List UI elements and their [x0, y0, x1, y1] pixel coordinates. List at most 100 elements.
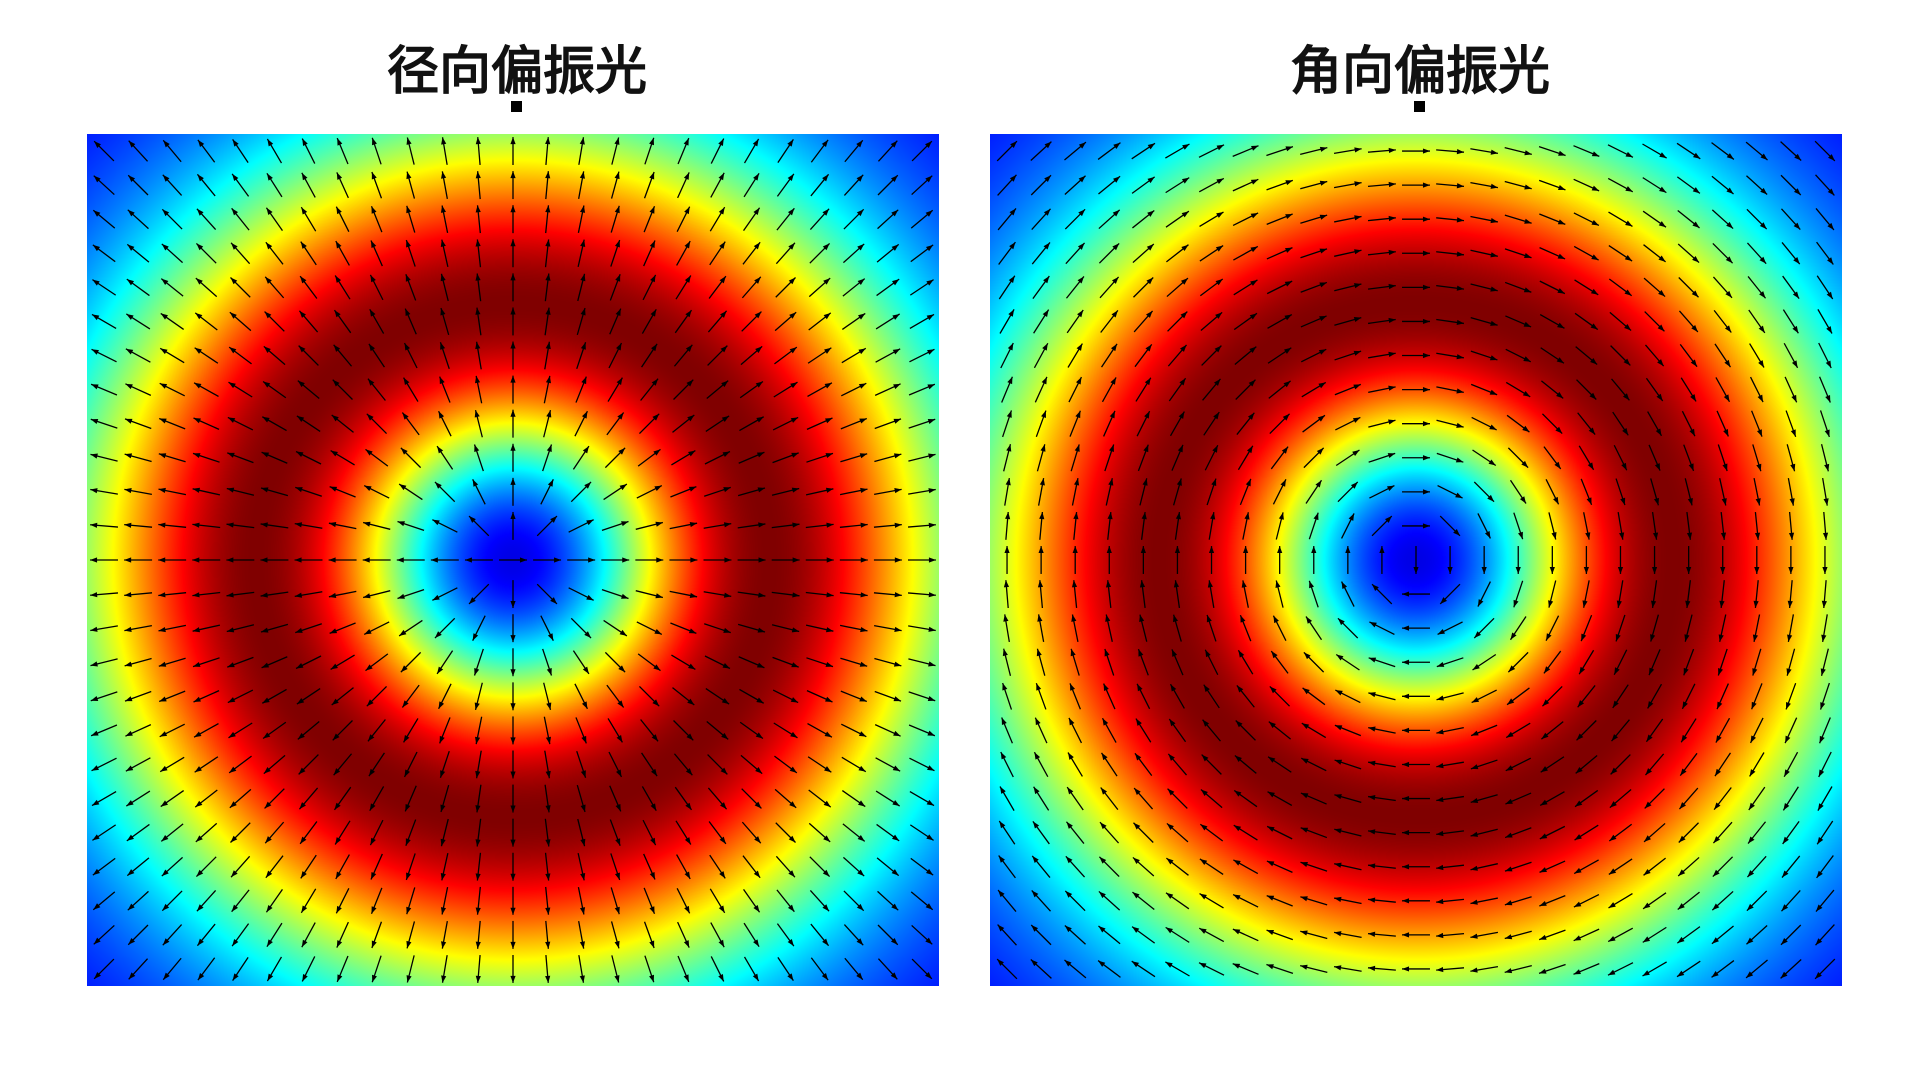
radial-arrow [329, 622, 356, 634]
radial-arrow [773, 722, 798, 739]
radial-arrow [333, 753, 353, 776]
azimuthal-arrow [1505, 757, 1532, 772]
azimuthal-arrow [1447, 546, 1453, 574]
azimuthal-arrow [1064, 959, 1087, 979]
polarization-arrows-azimuthal [996, 140, 1836, 980]
radial-arrow [641, 752, 658, 777]
radial-arrow [367, 378, 386, 401]
azimuthal-arrow [1302, 414, 1326, 433]
azimuthal-arrow [1004, 477, 1011, 506]
radial-arrow [369, 274, 384, 301]
azimuthal-arrow [1169, 683, 1185, 709]
azimuthal-arrow [1684, 478, 1693, 506]
azimuthal-arrow [1071, 614, 1079, 642]
azimuthal-arrow [1341, 581, 1355, 607]
azimuthal-arrow [1642, 926, 1667, 943]
radial-arrow [543, 375, 551, 404]
radial-arrow [159, 347, 185, 364]
azimuthal-arrow [1538, 146, 1566, 157]
radial-arrow [300, 241, 317, 266]
azimuthal-arrow [1243, 546, 1249, 574]
azimuthal-arrow [1651, 511, 1659, 540]
azimuthal-arrow [1650, 614, 1660, 642]
radial-arrow [643, 853, 656, 880]
azimuthal-arrow [1575, 755, 1598, 774]
radial-arrow [577, 239, 586, 268]
radial-arrow [406, 955, 415, 983]
azimuthal-arrow [1608, 893, 1633, 909]
radial-arrow [706, 380, 729, 400]
azimuthal-arrow [1100, 310, 1119, 333]
azimuthal-arrow [1169, 411, 1185, 437]
radial-arrow [841, 723, 867, 738]
radial-arrow [265, 241, 284, 265]
radial-arrow [90, 724, 118, 737]
azimuthal-arrow [1266, 179, 1294, 191]
azimuthal-arrow [1711, 209, 1734, 230]
azimuthal-arrow [1780, 959, 1802, 979]
radial-arrow [873, 522, 902, 528]
azimuthal-arrow [1204, 649, 1219, 676]
radial-arrow [124, 625, 152, 632]
azimuthal-arrow [1300, 315, 1327, 328]
azimuthal-arrow [1367, 249, 1396, 256]
azimuthal-arrow [1334, 862, 1362, 871]
azimuthal-arrow [1131, 926, 1156, 944]
radial-arrow [371, 171, 383, 199]
azimuthal-arrow [1615, 614, 1626, 642]
radial-arrow [635, 590, 664, 599]
radial-arrow [231, 173, 250, 197]
azimuthal-arrow [1005, 511, 1011, 540]
radial-arrow [607, 377, 623, 402]
radial-arrow [568, 587, 594, 601]
radial-arrow [510, 716, 516, 745]
radial-arrow [772, 416, 799, 431]
azimuthal-arrow [1333, 181, 1362, 189]
azimuthal-arrow [1068, 717, 1083, 744]
azimuthal-arrow [1436, 761, 1464, 769]
radial-arrow [543, 409, 552, 438]
radial-arrow [510, 307, 516, 336]
azimuthal-arrow [1681, 683, 1696, 710]
radial-arrow [572, 650, 590, 675]
radial-arrow [536, 583, 558, 605]
radial-arrow [911, 958, 933, 980]
azimuthal-arrow [1300, 281, 1328, 293]
radial-arrow [805, 487, 834, 496]
radial-arrow [158, 417, 186, 430]
radial-arrow [440, 307, 450, 336]
radial-arrow [739, 416, 765, 432]
radial-arrow [907, 592, 936, 598]
radial-arrow [643, 171, 655, 199]
radial-arrow [842, 856, 865, 877]
azimuthal-arrow [1574, 312, 1599, 331]
radial-arrow [195, 822, 218, 843]
radial-arrow [674, 786, 693, 811]
azimuthal-arrow [1717, 648, 1728, 676]
radial-arrow [260, 557, 289, 563]
radial-arrow [669, 557, 698, 563]
azimuthal-arrow [1232, 962, 1259, 975]
azimuthal-arrow [1645, 377, 1664, 402]
radial-arrow [440, 886, 449, 915]
radial-arrow [260, 522, 289, 529]
azimuthal-arrow [1676, 142, 1701, 160]
radial-arrow [611, 955, 620, 983]
azimuthal-arrow [1815, 924, 1835, 946]
azimuthal-arrow [1787, 580, 1793, 609]
azimuthal-arrow [1402, 659, 1430, 665]
azimuthal-arrow [1071, 478, 1080, 506]
radial-arrow [441, 171, 448, 199]
radial-arrow [336, 955, 349, 983]
radial-arrow [193, 690, 220, 703]
azimuthal-arrow [1436, 966, 1465, 973]
radial-arrow [544, 784, 551, 813]
azimuthal-arrow [1173, 580, 1181, 609]
azimuthal-arrow [1133, 787, 1154, 810]
azimuthal-arrow [1788, 511, 1795, 540]
azimuthal-arrow [1681, 410, 1696, 437]
radial-arrow [709, 888, 726, 914]
radial-arrow [774, 788, 797, 809]
radial-arrow [705, 688, 730, 705]
radial-arrow [370, 205, 383, 233]
